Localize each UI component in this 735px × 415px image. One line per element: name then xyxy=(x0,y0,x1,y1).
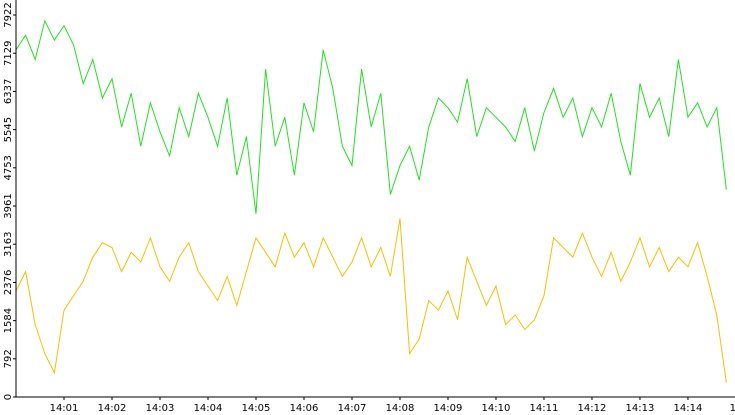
y-tick-label: 3163 xyxy=(3,232,14,257)
x-tick-label: 14:08 xyxy=(386,403,415,414)
y-tick-label: 7129 xyxy=(3,41,14,66)
x-tick-label: 14:14 xyxy=(674,403,703,414)
x-tick-label: 14:09 xyxy=(434,403,463,414)
x-tick-label: 14:03 xyxy=(146,403,175,414)
x-tick-label: 14 xyxy=(730,403,735,414)
y-tick-label: 1584 xyxy=(3,308,14,333)
y-tick-label: 2376 xyxy=(3,270,14,295)
y-tick-label: 6337 xyxy=(3,79,14,104)
y-tick-label: 792 xyxy=(3,349,14,368)
x-tick-label: 14:10 xyxy=(482,403,511,414)
y-tick-label: 3961 xyxy=(3,193,14,218)
x-tick-label: 14:11 xyxy=(530,403,559,414)
series-line xyxy=(15,218,727,383)
series-line xyxy=(15,19,727,214)
y-tick-label: 4753 xyxy=(3,155,14,180)
x-tick-label: 14:13 xyxy=(626,403,655,414)
x-tick-label: 14:01 xyxy=(50,403,79,414)
y-tick-label: 5545 xyxy=(3,117,14,142)
x-tick-label: 14:06 xyxy=(290,403,319,414)
x-tick-label: 14:12 xyxy=(578,403,607,414)
x-tick-label: 14:02 xyxy=(98,403,127,414)
x-tick-label: 14:04 xyxy=(194,403,223,414)
x-tick-label: 14:05 xyxy=(242,403,271,414)
y-tick-label: 0 xyxy=(3,394,14,400)
x-tick-label: 14:07 xyxy=(338,403,367,414)
y-tick-label: 7922 xyxy=(3,2,14,27)
